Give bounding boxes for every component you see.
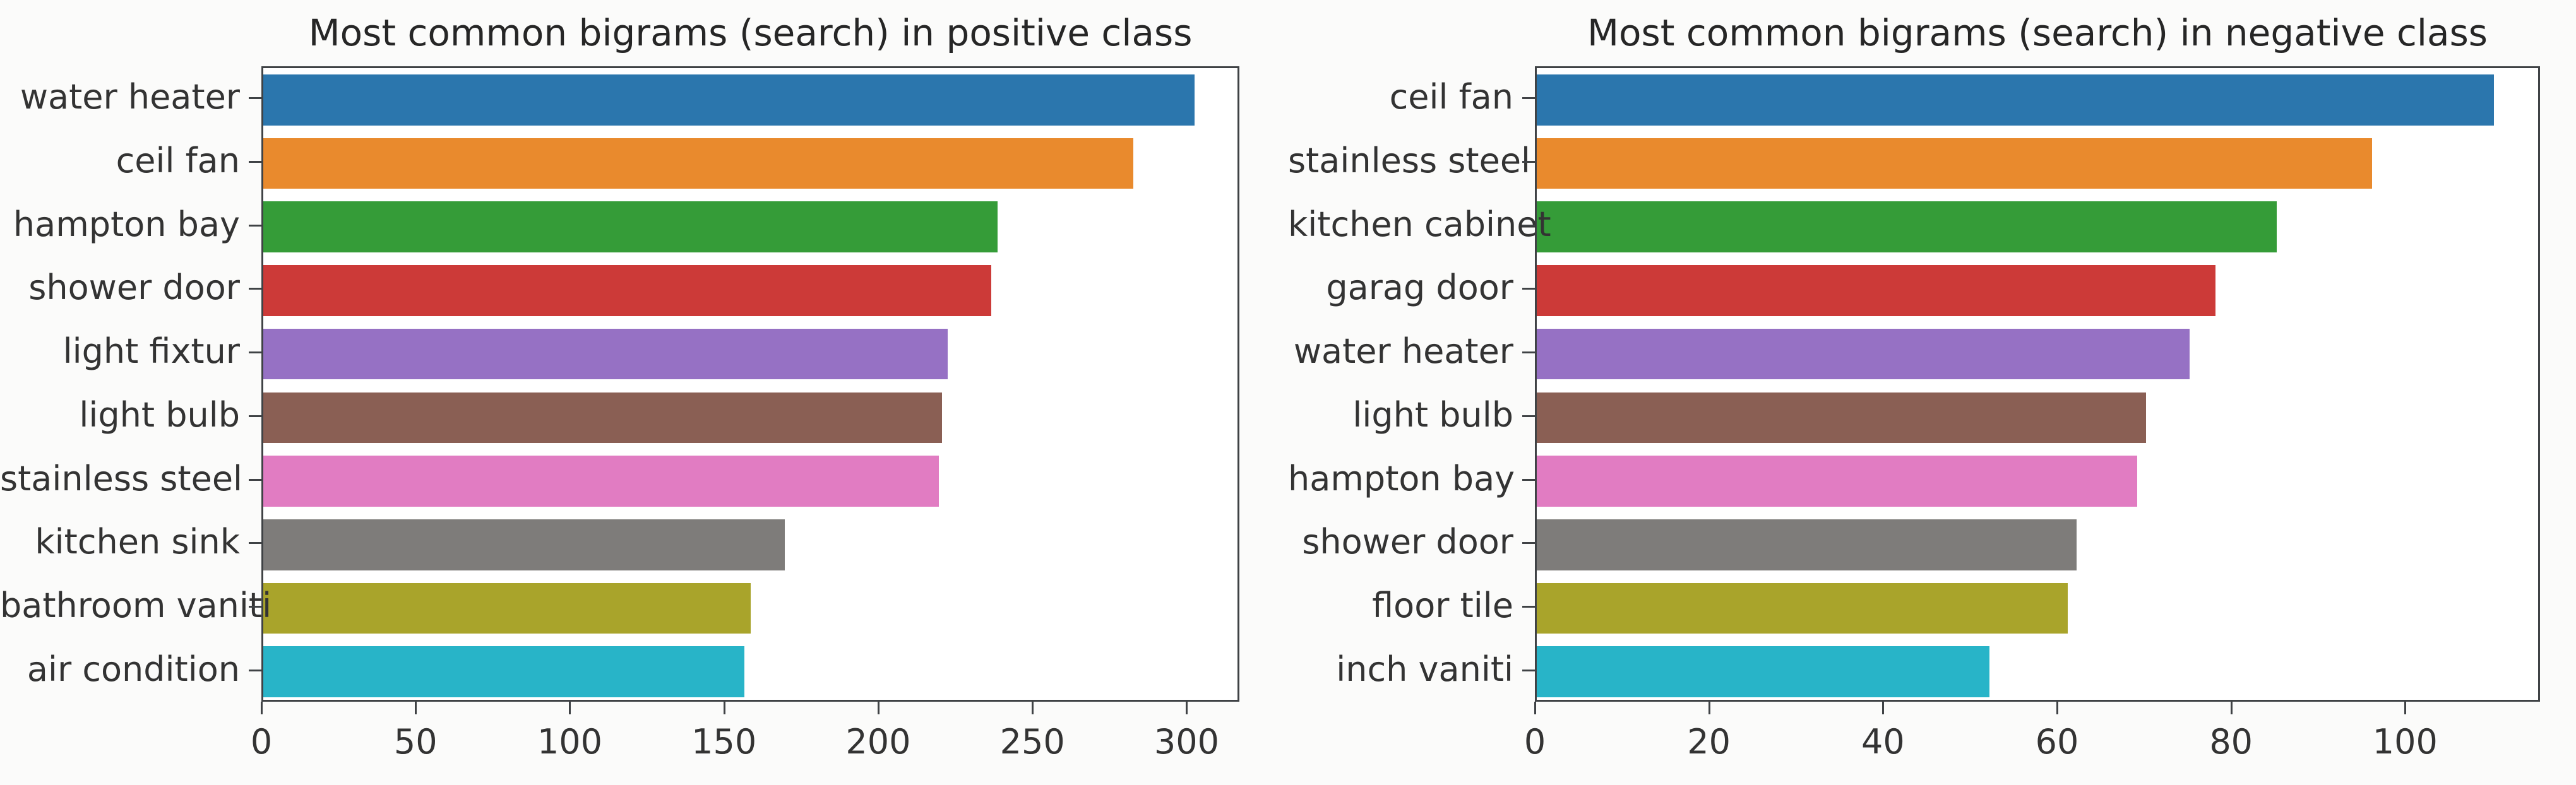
y-tick-label: ceil fan — [116, 141, 240, 181]
x-tick — [723, 702, 725, 714]
x-tick-label: 250 — [999, 722, 1065, 762]
bar-ceil-fan — [263, 138, 1133, 189]
y-tick-label: shower door — [28, 268, 240, 308]
bar-light-bulb — [263, 392, 942, 444]
y-tick — [1522, 351, 1535, 354]
x-tick-label: 0 — [1524, 722, 1546, 762]
bar-kitchen-sink — [263, 519, 785, 570]
x-tick-label: 40 — [1861, 722, 1905, 762]
x-tick-label: 60 — [2035, 722, 2079, 762]
y-tick — [249, 161, 261, 163]
bar-floor-tile — [1537, 582, 2068, 634]
chart-title: Most common bigrams (search) in negative… — [1587, 11, 2488, 54]
y-tick-label: garag door — [1326, 268, 1513, 308]
x-tick-label: 100 — [2372, 722, 2438, 762]
bar-stainless-steel — [263, 456, 939, 507]
y-tick — [249, 478, 261, 481]
y-tick-label: ceil fan — [1389, 77, 1513, 117]
y-tick — [1522, 288, 1535, 290]
y-tick-label: hampton bay — [1288, 458, 1515, 499]
y-tick-label: stainless steel — [1288, 141, 1531, 181]
x-tick-label: 150 — [691, 722, 757, 762]
y-tick — [1522, 415, 1535, 417]
x-tick — [1186, 702, 1188, 714]
bar-stainless-steel — [1537, 138, 2373, 189]
x-tick — [1882, 702, 1885, 714]
y-tick — [1522, 161, 1535, 163]
y-tick — [1522, 669, 1535, 671]
y-tick-label: inch vaniti — [1336, 649, 1513, 689]
y-tick — [249, 97, 261, 100]
plot-area — [1535, 66, 2540, 702]
y-tick — [1522, 97, 1535, 100]
x-tick — [261, 702, 263, 714]
y-tick-label: water heater — [20, 77, 240, 117]
x-tick — [1534, 702, 1536, 714]
bar-inch-vaniti — [1537, 646, 1989, 697]
y-tick-label: stainless steel — [0, 458, 243, 499]
y-tick — [249, 542, 261, 545]
y-tick-label: air condition — [27, 649, 240, 689]
x-tick — [1708, 702, 1710, 714]
negative-class-bigram-chart: Most common bigrams (search) in negative… — [1288, 0, 2576, 785]
y-tick-label: shower door — [1302, 522, 1513, 562]
y-tick-label: floor tile — [1372, 585, 1513, 625]
x-tick-label: 50 — [393, 722, 438, 762]
bar-air-condition — [263, 646, 745, 697]
x-tick-label: 200 — [845, 722, 911, 762]
positive-class-bigram-chart: Most common bigrams (search) in positive… — [0, 11, 1239, 762]
x-tick-label: 80 — [2209, 722, 2253, 762]
y-tick-label: light bulb — [1352, 394, 1513, 435]
bar-bathroom-vaniti — [263, 582, 751, 634]
y-tick — [249, 288, 261, 290]
bar-light-fixtur — [263, 328, 948, 380]
x-tick — [877, 702, 880, 714]
x-tick — [415, 702, 417, 714]
bar-shower-door — [1537, 519, 2077, 570]
x-tick — [2230, 702, 2233, 714]
y-tick-label: light fixtur — [63, 331, 240, 372]
y-tick — [1522, 542, 1535, 545]
y-tick — [1522, 605, 1535, 608]
y-tick-label: hampton bay — [13, 204, 240, 244]
x-tick — [2404, 702, 2407, 714]
bar-hampton-bay — [263, 201, 998, 253]
x-tick — [2056, 702, 2058, 714]
y-tick-label: kitchen sink — [35, 522, 240, 562]
y-tick — [249, 415, 261, 417]
bar-hampton-bay — [1537, 456, 2138, 507]
y-tick — [1522, 224, 1535, 227]
x-tick-label: 20 — [1687, 722, 1731, 762]
x-tick-label: 0 — [250, 722, 273, 762]
x-tick — [569, 702, 571, 714]
y-tick — [1522, 478, 1535, 481]
y-tick-label: light bulb — [79, 394, 240, 435]
bar-ceil-fan — [1537, 74, 2495, 126]
bar-kitchen-cabinet — [1537, 201, 2277, 253]
x-tick-label: 100 — [537, 722, 603, 762]
bar-water-heater — [263, 74, 1195, 126]
bar-light-bulb — [1537, 392, 2146, 444]
y-tick — [249, 351, 261, 354]
y-tick — [249, 224, 261, 227]
bar-shower-door — [263, 265, 991, 316]
x-tick — [1032, 702, 1034, 714]
y-tick-label: kitchen cabinet — [1288, 204, 1551, 244]
y-tick — [249, 605, 261, 608]
x-tick-label: 300 — [1154, 722, 1219, 762]
chart-title: Most common bigrams (search) in positive… — [308, 11, 1193, 54]
bar-garag-door — [1537, 265, 2216, 316]
bar-water-heater — [1537, 328, 2190, 380]
plot-area — [261, 66, 1239, 702]
y-tick-label: bathroom vaniti — [0, 585, 272, 625]
y-tick — [249, 669, 261, 671]
y-tick-label: water heater — [1293, 331, 1513, 372]
